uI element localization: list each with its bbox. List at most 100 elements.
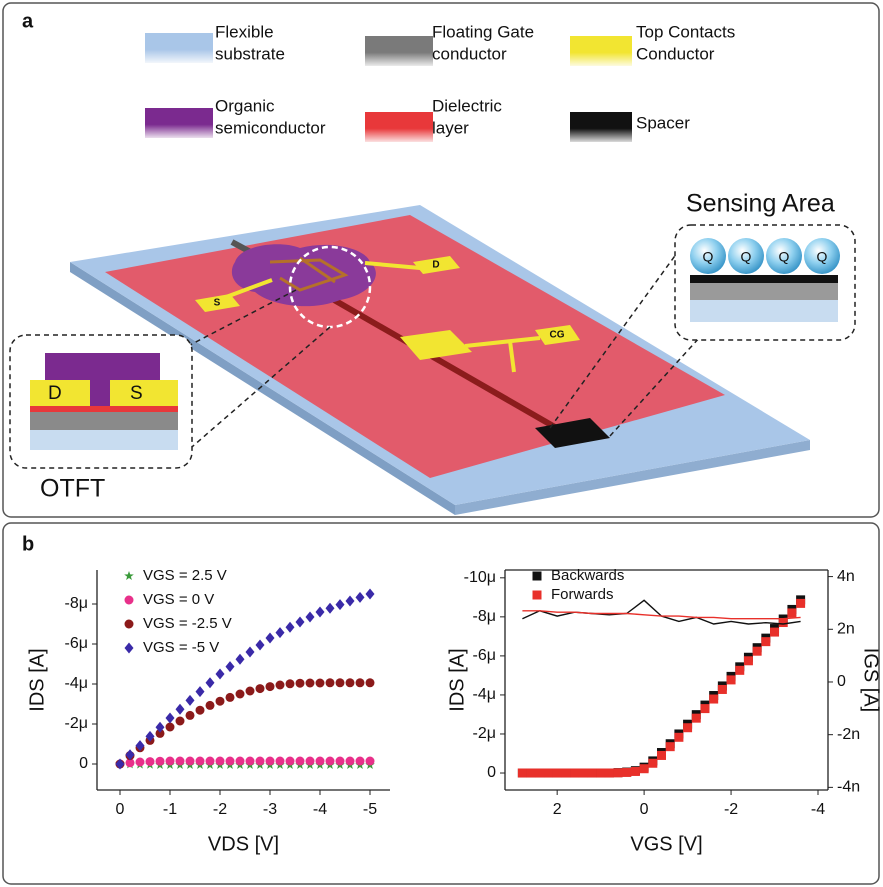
legend-label: Conductor [636, 44, 715, 63]
point [316, 757, 325, 766]
point [579, 769, 588, 778]
x-tick-label: -4 [811, 801, 825, 818]
point [356, 757, 365, 766]
point [286, 757, 295, 766]
point [196, 706, 205, 715]
point [146, 757, 155, 766]
point [346, 678, 355, 687]
point [156, 757, 165, 766]
point [587, 769, 596, 778]
charge-label: Q [703, 249, 714, 265]
point [246, 757, 255, 766]
y-tick-label: 0 [487, 764, 496, 781]
point [570, 769, 579, 778]
point [226, 693, 235, 702]
point [692, 714, 701, 723]
point [236, 690, 245, 699]
point [366, 678, 375, 687]
y-tick-label: -6μ [473, 647, 496, 664]
point [605, 769, 614, 778]
y-axis-label: IDS [A] [26, 648, 48, 711]
point [326, 757, 335, 766]
legend-marker [533, 591, 542, 600]
point [596, 769, 605, 778]
inset-title: Sensing Area [686, 190, 835, 218]
point [744, 656, 753, 665]
point [366, 757, 375, 766]
x-tick-label: 2 [553, 801, 562, 818]
legend-label: semiconductor [215, 118, 326, 137]
y2-tick-label: -2n [837, 726, 860, 743]
point [216, 757, 225, 766]
x-tick-label: 0 [640, 801, 649, 818]
point [727, 675, 736, 684]
charge-label: Q [817, 249, 828, 265]
point [648, 759, 657, 768]
point [266, 682, 275, 691]
point [226, 757, 235, 766]
point [276, 757, 285, 766]
point [700, 704, 709, 713]
point [640, 764, 649, 773]
point [761, 637, 770, 646]
legend-label: Flexible [215, 22, 274, 41]
y-tick-label: -4μ [65, 675, 88, 692]
point [216, 697, 225, 706]
semiconductor [90, 380, 110, 406]
y-tick-label: -6μ [65, 635, 88, 652]
legend-marker [533, 572, 542, 581]
legend-marker [125, 596, 134, 605]
y2-tick-label: 0 [837, 673, 846, 690]
inset-label: S [130, 383, 143, 404]
point [796, 599, 805, 608]
x-tick-label: -2 [213, 801, 227, 818]
legend-label: Top Contacts [636, 22, 735, 41]
x-tick-label: 0 [116, 801, 125, 818]
point [631, 767, 640, 776]
y-tick-label: -4μ [473, 686, 496, 703]
y2-tick-label: -4n [837, 779, 860, 796]
point [296, 679, 305, 688]
legend-label: substrate [215, 44, 285, 63]
point [166, 723, 175, 732]
point [206, 757, 215, 766]
swatch-fade [570, 112, 632, 142]
x-tick-label: -4 [313, 801, 327, 818]
point [657, 751, 666, 760]
legend-label: VGS = -2.5 V [143, 615, 232, 632]
point [266, 757, 275, 766]
layer [690, 283, 838, 300]
pad-label: D [432, 260, 439, 271]
point [718, 685, 727, 694]
x-tick-label: -1 [163, 801, 177, 818]
charge-label: Q [779, 249, 790, 265]
point [614, 768, 623, 777]
point [296, 757, 305, 766]
x-tick-label: -5 [363, 801, 377, 818]
point [356, 678, 365, 687]
point [206, 701, 215, 710]
point [535, 769, 544, 778]
point [561, 769, 570, 778]
point [753, 647, 762, 656]
y2-tick-label: 4n [837, 568, 855, 585]
point [770, 628, 779, 637]
sensing-inset: Sensing Area Q Q Q Q [675, 190, 855, 340]
point [166, 757, 175, 766]
point [346, 757, 355, 766]
point [683, 723, 692, 732]
point [186, 757, 195, 766]
legend-label: conductor [432, 44, 507, 63]
panel-b-frame [3, 523, 879, 884]
layer [690, 275, 838, 283]
y2-tick-label: 2n [837, 621, 855, 638]
y-tick-label: 0 [79, 755, 88, 772]
x-axis-label: VGS [V] [630, 833, 702, 855]
y-axis-label: IDS [A] [446, 648, 468, 711]
point [326, 678, 335, 687]
point [236, 757, 245, 766]
point [518, 769, 527, 778]
y-tick-label: -10μ [464, 569, 496, 586]
layer [30, 430, 178, 450]
point [735, 666, 744, 675]
